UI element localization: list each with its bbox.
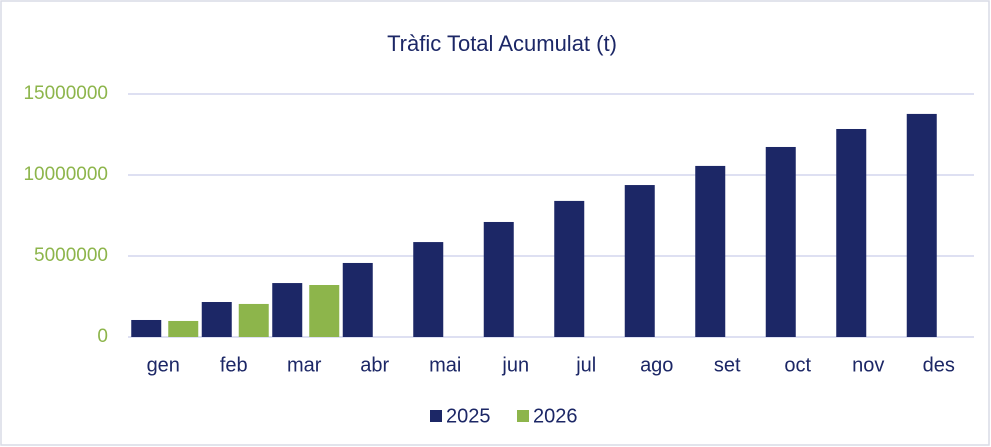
bar (554, 200, 585, 337)
bar (309, 284, 340, 337)
bar (836, 128, 867, 337)
x-tick-label: mai (429, 354, 461, 376)
chart-title: Tràfic Total Acumulat (t) (387, 31, 617, 56)
x-tick-label: jul (575, 354, 596, 376)
bar (765, 146, 796, 337)
x-tick-label: nov (852, 354, 884, 376)
legend-swatch (517, 410, 529, 422)
bar (201, 302, 232, 337)
bar (168, 320, 199, 337)
x-tick-label: set (714, 354, 741, 376)
x-tick-label: abr (360, 354, 389, 376)
bar (342, 262, 373, 337)
legend-label: 2025 (446, 405, 491, 427)
legend-label: 2026 (533, 405, 578, 427)
x-tick-label: mar (287, 354, 322, 376)
x-tick-label: gen (147, 354, 180, 376)
x-tick-label: jun (501, 354, 529, 376)
bar (131, 319, 162, 337)
y-tick-label: 10000000 (23, 164, 108, 185)
x-tick-label: feb (220, 354, 248, 376)
bar (624, 185, 655, 337)
bar (906, 113, 937, 338)
bar (483, 221, 514, 337)
y-tick-label: 0 (97, 326, 108, 347)
bar (272, 283, 303, 337)
x-tick-label: oct (784, 354, 811, 376)
x-tick-label: des (923, 354, 955, 376)
bar (413, 242, 444, 337)
bar (695, 165, 726, 337)
y-tick-label: 15000000 (23, 83, 108, 104)
x-tick-label: ago (640, 354, 673, 376)
y-tick-label: 5000000 (34, 245, 108, 266)
legend-swatch (430, 410, 442, 422)
bar (238, 303, 269, 337)
